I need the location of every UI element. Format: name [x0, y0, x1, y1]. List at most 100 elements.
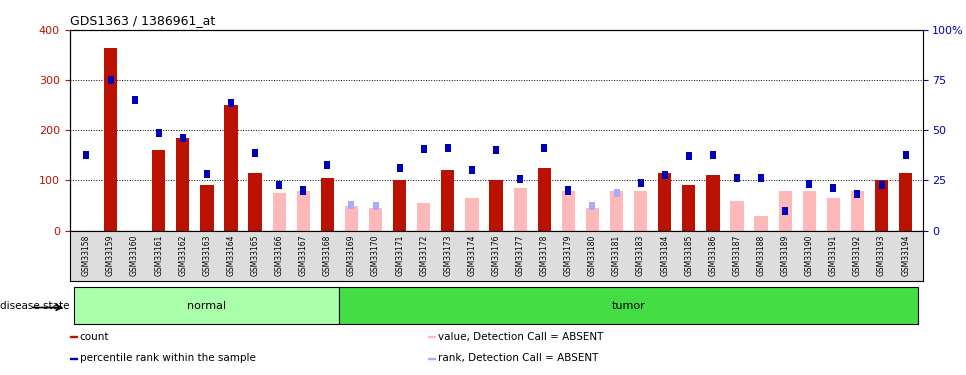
Bar: [827, 198, 840, 231]
Bar: [107, 76, 114, 84]
Bar: [490, 180, 502, 231]
Text: GSM33177: GSM33177: [516, 235, 525, 276]
Text: GSM33162: GSM33162: [179, 235, 187, 276]
Bar: [156, 129, 161, 137]
Text: GSM33163: GSM33163: [203, 235, 212, 276]
Bar: [176, 138, 189, 231]
Text: GSM33176: GSM33176: [492, 235, 500, 276]
Text: GSM33158: GSM33158: [82, 235, 91, 276]
Bar: [758, 174, 764, 182]
Text: GSM33187: GSM33187: [732, 235, 742, 276]
Bar: [662, 171, 668, 180]
Bar: [248, 173, 262, 231]
Bar: [228, 99, 234, 107]
Bar: [658, 173, 671, 231]
Text: GSM33165: GSM33165: [250, 235, 260, 276]
Bar: [131, 96, 137, 104]
Bar: [517, 175, 524, 183]
Bar: [541, 144, 548, 152]
Bar: [349, 201, 355, 208]
Text: GSM33193: GSM33193: [877, 235, 886, 276]
Bar: [730, 201, 744, 231]
Text: GSM33174: GSM33174: [468, 235, 476, 276]
Text: GSM33164: GSM33164: [226, 235, 236, 276]
Bar: [74, 287, 339, 324]
Bar: [734, 174, 740, 182]
Bar: [493, 146, 499, 154]
Bar: [686, 152, 692, 160]
Bar: [224, 105, 238, 231]
Bar: [444, 144, 451, 152]
Bar: [397, 164, 403, 172]
Bar: [782, 207, 788, 214]
Bar: [152, 150, 165, 231]
Text: GSM33191: GSM33191: [829, 235, 838, 276]
Bar: [831, 184, 837, 192]
Bar: [321, 178, 334, 231]
Bar: [393, 180, 407, 231]
Text: GDS1363 / 1386961_at: GDS1363 / 1386961_at: [70, 15, 214, 27]
Text: GSM33172: GSM33172: [419, 235, 428, 276]
Bar: [300, 186, 306, 195]
Bar: [373, 201, 379, 210]
Text: GSM33178: GSM33178: [540, 235, 549, 276]
Text: percentile rank within the sample: percentile rank within the sample: [80, 353, 256, 363]
Text: GSM33194: GSM33194: [901, 235, 910, 276]
Text: count: count: [80, 332, 109, 342]
Text: GSM33168: GSM33168: [323, 235, 332, 276]
Text: GSM33170: GSM33170: [371, 235, 380, 276]
Bar: [589, 201, 595, 210]
Text: GSM33188: GSM33188: [756, 235, 766, 276]
Bar: [899, 173, 912, 231]
Bar: [252, 149, 258, 157]
Bar: [902, 152, 909, 159]
Bar: [706, 176, 720, 231]
Bar: [855, 190, 861, 198]
Bar: [613, 189, 619, 197]
Bar: [83, 152, 90, 159]
Bar: [514, 188, 526, 231]
Bar: [466, 198, 478, 231]
Bar: [565, 186, 571, 195]
Bar: [710, 152, 716, 159]
Bar: [803, 190, 816, 231]
Text: GSM33169: GSM33169: [347, 235, 355, 276]
Bar: [204, 170, 210, 178]
Bar: [875, 180, 888, 231]
Bar: [779, 190, 792, 231]
Bar: [104, 48, 117, 231]
Bar: [70, 336, 76, 337]
Bar: [339, 287, 918, 324]
Bar: [851, 190, 865, 231]
Bar: [585, 208, 599, 231]
Bar: [441, 170, 454, 231]
Bar: [180, 134, 185, 142]
Bar: [469, 166, 475, 174]
Bar: [561, 190, 575, 231]
Bar: [610, 190, 623, 231]
Text: GSM33166: GSM33166: [274, 235, 284, 276]
Text: GSM33190: GSM33190: [805, 235, 813, 276]
Bar: [538, 168, 551, 231]
Text: GSM33179: GSM33179: [564, 235, 573, 276]
Text: GSM33181: GSM33181: [612, 235, 621, 276]
Bar: [297, 190, 310, 231]
Text: GSM33185: GSM33185: [684, 235, 694, 276]
Bar: [807, 180, 812, 188]
Bar: [682, 186, 696, 231]
Bar: [272, 193, 286, 231]
Bar: [345, 206, 358, 231]
Bar: [369, 208, 383, 231]
Text: GSM33171: GSM33171: [395, 235, 404, 276]
Text: GSM33192: GSM33192: [853, 235, 862, 276]
Bar: [421, 145, 427, 153]
Text: GSM33167: GSM33167: [298, 235, 308, 276]
Text: rank, Detection Call = ABSENT: rank, Detection Call = ABSENT: [438, 353, 598, 363]
Text: disease state: disease state: [0, 301, 70, 310]
Text: GSM33173: GSM33173: [443, 235, 452, 276]
Bar: [638, 179, 643, 187]
Text: normal: normal: [187, 301, 226, 310]
Text: GSM33184: GSM33184: [660, 235, 669, 276]
Bar: [200, 186, 213, 231]
Text: GSM33183: GSM33183: [637, 235, 645, 276]
